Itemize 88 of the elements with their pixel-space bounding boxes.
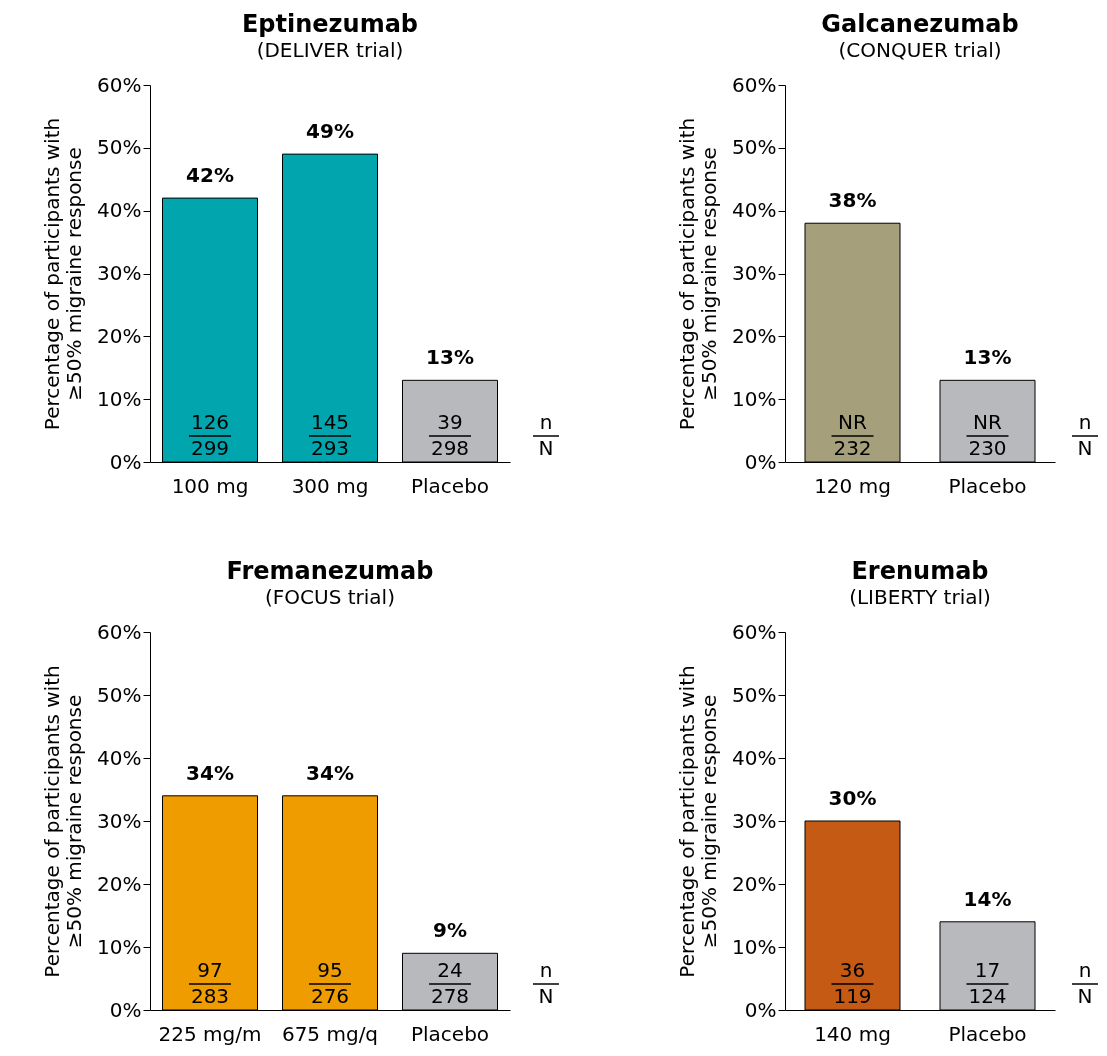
data-label: 34% (306, 760, 354, 785)
chart-title: Fremanezumab (226, 557, 434, 585)
chart-subtitle: (FOCUS trial) (265, 585, 395, 609)
annotation: 230 (968, 436, 1007, 460)
chart-title: Erenumab (851, 557, 989, 585)
annotation: 278 (430, 984, 470, 1008)
data-label: 34% (186, 760, 234, 785)
annotation: 299 (190, 436, 230, 460)
y-tick-label: 20% (732, 323, 777, 348)
data-label: 13% (963, 345, 1012, 370)
y-tick-label: 20% (97, 871, 142, 896)
data-label: 13% (426, 345, 474, 370)
data-label: 14% (963, 886, 1012, 911)
y-tick-label: 30% (97, 261, 142, 285)
annotation: 39 (437, 410, 463, 434)
y-tick-label: 0% (109, 997, 142, 1022)
data-label: 30% (828, 786, 877, 810)
annotation: 276 (310, 984, 350, 1008)
y-tick-label: 40% (732, 198, 777, 223)
x-tick-label: 225 mg/m (158, 1021, 262, 1046)
text: N (1077, 984, 1093, 1008)
y-tick-label: 20% (97, 323, 142, 348)
annotation: 126 (190, 410, 230, 434)
y-tick-label: 60% (732, 619, 777, 644)
text: N (538, 984, 554, 1008)
annotation: 119 (833, 984, 872, 1008)
y-tick-label: 60% (97, 619, 142, 644)
annotation: 145 (310, 410, 350, 434)
annotation: 283 (190, 984, 230, 1008)
y-tick-label: 40% (97, 198, 142, 223)
annotation: 97 (197, 958, 223, 982)
data-label: 38% (828, 188, 877, 213)
y-tick-label: 30% (732, 261, 777, 285)
annotation: 24 (437, 958, 463, 982)
x-tick-label: Placebo (410, 1021, 490, 1046)
text: n (539, 958, 553, 982)
text: N (1077, 436, 1093, 460)
x-tick-label: 140 mg (814, 1021, 891, 1046)
y-tick-label: 60% (97, 72, 142, 97)
y-tick-label: 60% (732, 72, 777, 97)
y-tick-label: 10% (732, 934, 777, 959)
y-tick-label: 50% (732, 135, 777, 160)
y-tick-label: 0% (744, 449, 777, 474)
y-axis-title: Percentage of participants with ≥50% migraine response (40, 665, 87, 978)
y-axis-title: Percentage of participants with ≥50% migraine response (675, 665, 722, 978)
annotation: NR (838, 410, 868, 434)
text: N (538, 436, 554, 460)
y-tick-label: 40% (97, 745, 142, 770)
y-tick-label: 30% (97, 808, 142, 833)
y-tick-label: 0% (744, 997, 777, 1022)
data-label: 9% (433, 918, 467, 943)
y-tick-label: 10% (732, 386, 777, 411)
text: n (539, 410, 553, 434)
chart-subtitle: (DELIVER trial) (256, 38, 404, 62)
y-axis-title: Percentage of participants with ≥50% migraine response (675, 117, 722, 431)
y-tick-label: 50% (97, 135, 142, 160)
chart-subtitle: (LIBERTY trial) (849, 585, 991, 609)
annotation: 124 (968, 984, 1007, 1008)
chart-title: Galcanezumab (821, 10, 1019, 38)
annotation: NR (973, 410, 1003, 434)
annotation: 36 (839, 958, 866, 982)
y-tick-label: 40% (732, 745, 777, 770)
y-tick-label: 20% (732, 871, 777, 896)
chart-title: Eptinezumab (241, 10, 419, 38)
y-tick-label: 10% (97, 386, 142, 411)
x-tick-label: 100 mg (171, 473, 249, 498)
x-tick-label: Placebo (948, 1021, 1027, 1046)
y-tick-label: 30% (732, 808, 777, 833)
y-tick-label: 50% (97, 682, 142, 707)
x-tick-label: Placebo (410, 473, 490, 498)
annotation: 95 (317, 958, 343, 982)
x-tick-label: 675 mg/q (281, 1021, 379, 1046)
data-label: 42% (186, 163, 234, 188)
x-tick-label: 120 mg (814, 473, 891, 498)
annotation: 232 (833, 436, 872, 460)
y-tick-label: 50% (732, 682, 777, 707)
annotation: 17 (974, 958, 1001, 982)
text: n (1078, 958, 1092, 982)
data-label: 49% (306, 119, 354, 144)
annotation: 293 (310, 436, 350, 460)
chart-subtitle: (CONQUER trial) (838, 38, 1002, 62)
x-tick-label: 300 mg (291, 473, 369, 498)
annotation: 298 (430, 436, 470, 460)
y-tick-label: 10% (97, 934, 142, 959)
text: n (1078, 410, 1092, 434)
x-tick-label: Placebo (948, 473, 1027, 498)
y-axis-title: Percentage of participants with ≥50% migraine response (40, 117, 87, 431)
y-tick-label: 0% (109, 449, 142, 474)
